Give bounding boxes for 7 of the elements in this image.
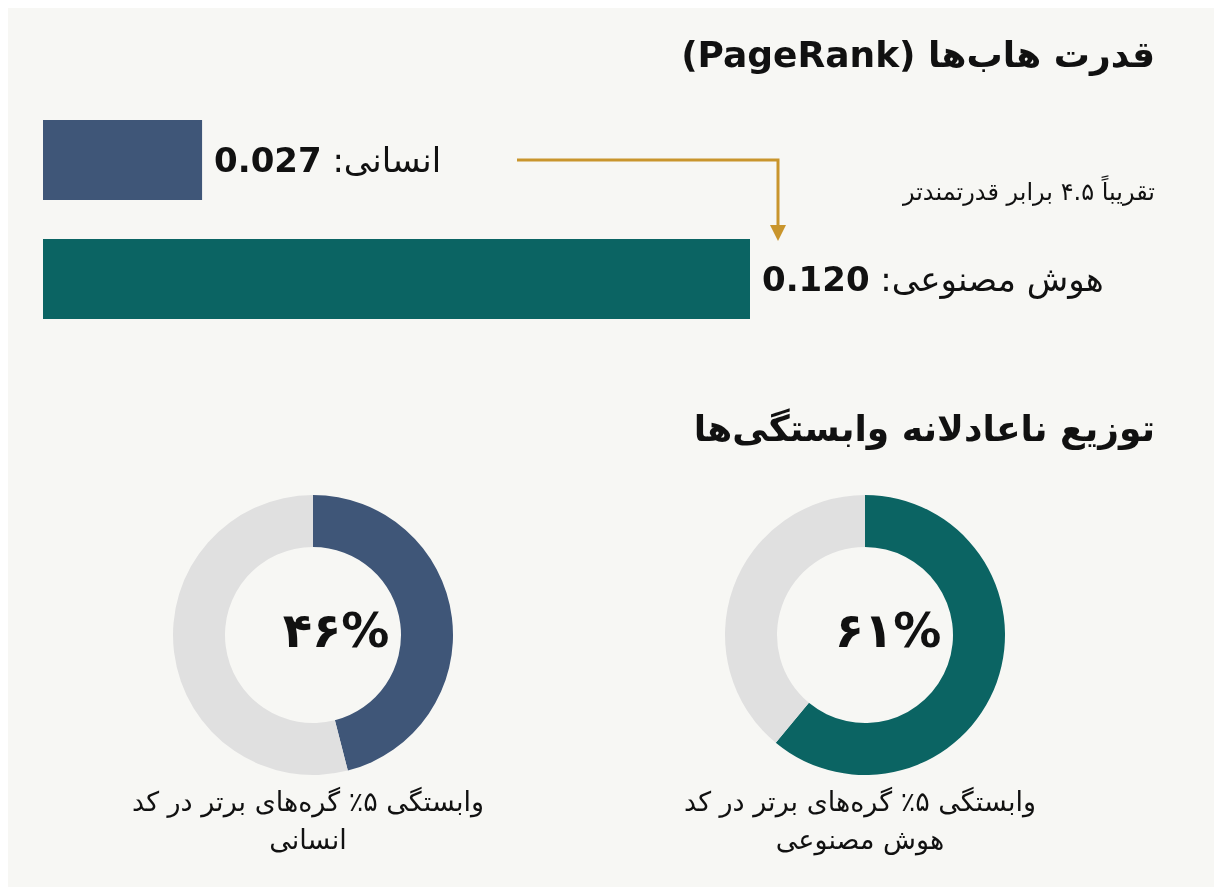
text: وابستگی ۵٪ گره‌های برتر در کد هوش مصنوعی <box>682 785 1038 858</box>
donut-slice <box>775 495 1005 775</box>
text: قدرت هاب‌ها (PageRank) <box>681 34 1155 75</box>
data-label: ۶۱% <box>834 602 942 659</box>
chart-title: توزیع ناعادلانه وابستگی‌ها <box>693 408 1155 449</box>
text: وابستگی ۵٪ گره‌های برتر در کد انسانی <box>130 785 486 857</box>
data-label: ۴۶% <box>282 602 390 659</box>
